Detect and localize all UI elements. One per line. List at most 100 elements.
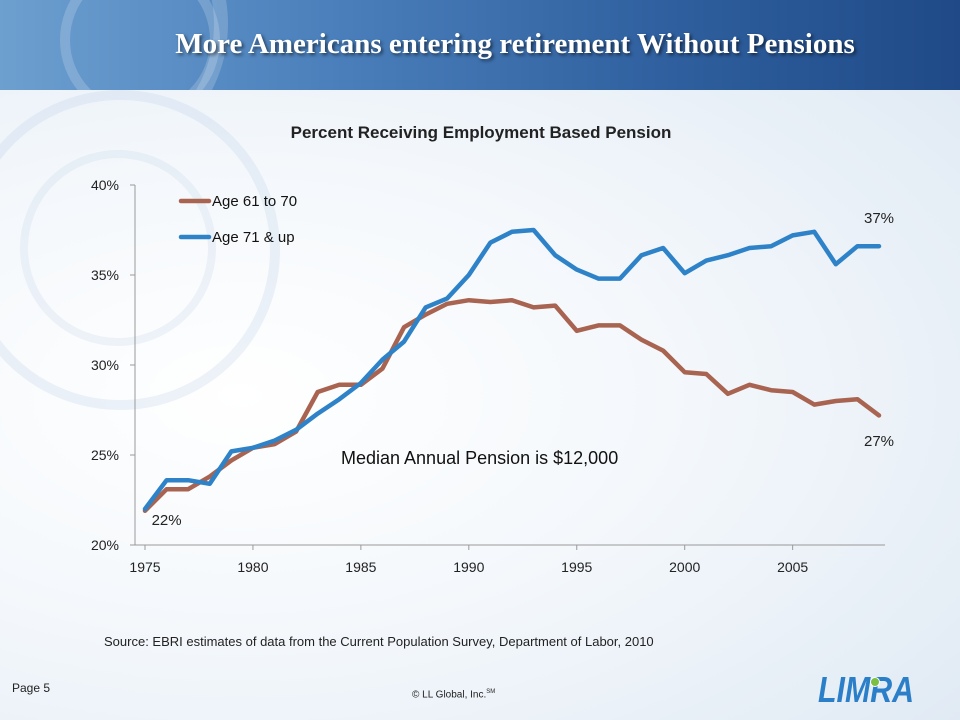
y-tick-label: 25%	[91, 447, 119, 463]
x-tick-label: 2000	[669, 559, 700, 575]
y-tick-label: 20%	[91, 537, 119, 553]
x-tick-label: 1985	[345, 559, 376, 575]
data-point	[877, 413, 881, 417]
data-point	[531, 305, 536, 309]
logo-globe-icon	[870, 677, 880, 687]
data-point	[229, 449, 233, 453]
data-point	[337, 383, 341, 387]
copyright-notice: © LL Global, Inc.SM	[412, 689, 495, 700]
background-ring-decoration-inner	[20, 150, 216, 346]
data-point	[704, 259, 708, 263]
data-point	[639, 338, 644, 342]
legend-label-2: Age 71 & up	[212, 229, 295, 246]
source-note: Source: EBRI estimates of data from the …	[104, 634, 654, 649]
data-point	[877, 244, 881, 248]
data-point	[596, 323, 600, 327]
y-tick-label: 30%	[91, 357, 119, 373]
annotation-label-1: 22%	[152, 512, 182, 529]
y-tick-label: 35%	[91, 267, 119, 283]
copyright-text: © LL Global, Inc.	[412, 689, 487, 701]
slide-title: More Americans entering retirement Witho…	[175, 28, 855, 60]
annotation-label-2: 37%	[864, 210, 894, 227]
data-point	[402, 325, 406, 329]
data-point	[855, 244, 860, 248]
line-chart: Percent Receiving Employment Based Pensi…	[91, 123, 894, 575]
data-point	[272, 439, 277, 443]
y-tick-label: 40%	[91, 177, 119, 193]
data-point	[834, 262, 838, 266]
title-banner	[0, 0, 960, 90]
data-point	[661, 349, 665, 353]
data-point	[445, 302, 449, 306]
x-tick-label: 1990	[453, 559, 484, 575]
data-point	[791, 233, 795, 237]
annotations: 22% 37% 27% Median Annual Pension is $12,00…	[152, 210, 894, 529]
data-point	[510, 230, 514, 234]
background-ring-decoration	[0, 90, 280, 410]
data-point	[726, 253, 730, 257]
data-point	[553, 304, 557, 308]
data-point	[683, 271, 687, 275]
annotation-label-4: Median Annual Pension is $12,000	[341, 448, 618, 468]
data-point	[683, 370, 687, 374]
legend: Age 61 to 70 Age 71 & up	[178, 193, 297, 246]
data-point	[467, 298, 471, 302]
data-point	[510, 298, 514, 302]
data-point	[186, 487, 190, 491]
data-point	[337, 397, 341, 401]
data-point	[769, 244, 773, 248]
x-tick-label: 1980	[237, 559, 268, 575]
data-point	[402, 340, 406, 344]
data-point	[380, 367, 385, 371]
limra-logo: LIMRA	[818, 669, 914, 708]
data-point	[229, 458, 233, 462]
data-point	[294, 428, 298, 432]
data-point	[855, 397, 860, 401]
data-point	[553, 253, 557, 257]
data-point	[164, 478, 169, 482]
data-point	[488, 300, 493, 304]
data-point	[791, 390, 795, 394]
data-point	[704, 372, 708, 376]
x-tick-label: 1995	[561, 559, 592, 575]
banner-ring-decoration-small	[60, 0, 220, 90]
data-point	[812, 403, 816, 407]
y-axis-ticks: 20% 25% 30% 35% 40%	[91, 177, 135, 553]
data-point	[424, 313, 428, 317]
data-point	[812, 230, 816, 234]
data-point	[208, 475, 212, 479]
data-point	[531, 228, 536, 232]
data-point	[445, 296, 449, 300]
data-point	[639, 253, 644, 257]
x-axis-ticks: 1975 1980 1985 1990 1995 2000 2005	[129, 545, 808, 575]
data-point	[575, 268, 579, 272]
limra-logo-text: LIMRA	[818, 669, 914, 708]
data-point	[747, 383, 752, 387]
data-point	[834, 399, 838, 403]
data-point	[424, 305, 428, 309]
data-point	[726, 392, 730, 396]
data-point	[488, 241, 493, 245]
data-point	[596, 277, 600, 281]
data-point	[467, 273, 471, 277]
page-number: Page 5	[12, 681, 51, 695]
data-point	[575, 329, 579, 333]
x-tick-label: 2005	[777, 559, 808, 575]
data-point	[272, 442, 277, 446]
chart-title: Percent Receiving Employment Based Pensi…	[291, 123, 672, 142]
data-point	[618, 277, 622, 281]
data-point	[316, 412, 320, 416]
data-point	[359, 381, 363, 385]
data-point	[143, 507, 147, 511]
data-point	[380, 358, 385, 362]
data-point	[208, 482, 212, 486]
data-point	[164, 487, 169, 491]
annotation-label-3: 27%	[864, 433, 894, 450]
data-point	[186, 478, 190, 482]
data-point	[316, 390, 320, 394]
data-point	[769, 388, 773, 392]
series-line-1	[142, 297, 882, 514]
x-tick-label: 1975	[129, 559, 160, 575]
series-layer	[142, 227, 882, 514]
data-point	[618, 323, 622, 327]
